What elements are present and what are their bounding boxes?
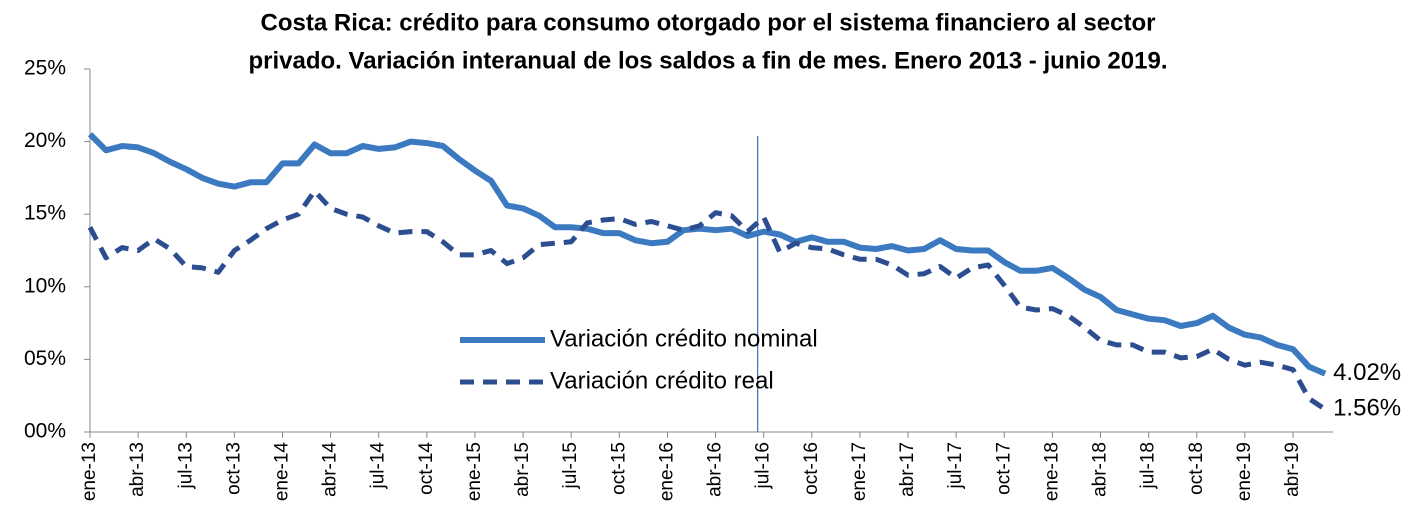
x-tick-label: abr-17 (897, 442, 918, 497)
x-tick-label: abr-14 (320, 442, 341, 497)
x-tick-label: abr-15 (512, 442, 533, 497)
x-tick-label: jul-17 (945, 442, 966, 489)
x-tick-label: ene-18 (1041, 442, 1062, 501)
x-tick-label: oct-16 (801, 442, 822, 495)
series-line (87, 132, 1327, 377)
y-tick-label: 20% (24, 129, 66, 152)
x-tick-label: oct-15 (608, 442, 629, 495)
data-label: 1.56% (1333, 395, 1401, 422)
chart-title: privado. Variación interanual de los sal… (249, 47, 1168, 74)
x-tick-label: oct-13 (223, 442, 244, 495)
series-line (87, 188, 1327, 412)
y-tick-label: 15% (24, 202, 66, 225)
x-tick-label: ene-19 (1234, 442, 1255, 501)
legend-label: Variación crédito real (550, 367, 774, 394)
chart-title: Costa Rica: crédito para consumo otorgad… (261, 9, 1156, 36)
x-tick-label: abr-18 (1090, 442, 1111, 497)
x-tick-label: jul-14 (368, 442, 389, 490)
y-tick-label: 00% (24, 420, 66, 443)
x-tick-label: oct-17 (993, 442, 1014, 495)
x-tick-label: ene-13 (79, 442, 100, 501)
x-tick-label: jul-13 (175, 442, 196, 489)
x-tick-label: abr-16 (705, 442, 726, 497)
x-tick-label: abr-19 (1282, 442, 1303, 497)
x-tick-label: oct-14 (416, 442, 437, 495)
legend-label: Variación crédito nominal (550, 325, 818, 352)
y-tick-label: 05% (24, 347, 66, 370)
x-tick-label: oct-18 (1186, 442, 1207, 495)
x-tick-label: jul-18 (1138, 442, 1159, 489)
x-tick-label: jul-15 (560, 442, 581, 489)
x-tick-label: ene-14 (271, 442, 292, 502)
x-tick-label: ene-15 (464, 442, 485, 501)
data-label: 4.02% (1333, 359, 1401, 386)
x-tick-label: abr-13 (127, 442, 148, 497)
y-tick-label: 10% (24, 274, 66, 297)
x-tick-label: jul-16 (753, 442, 774, 489)
y-tick-label: 25% (24, 57, 66, 80)
x-tick-label: ene-17 (849, 442, 870, 501)
x-tick-label: ene-16 (656, 442, 677, 501)
